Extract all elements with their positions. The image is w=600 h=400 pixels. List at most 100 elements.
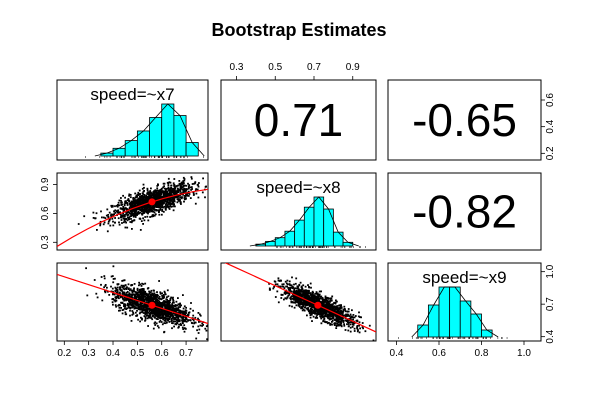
scatter-point xyxy=(120,216,122,218)
scatter-point xyxy=(276,290,279,293)
scatter-point xyxy=(171,297,174,300)
scatter-point xyxy=(324,296,327,299)
scatter-point xyxy=(112,298,115,300)
scatter-point xyxy=(157,209,160,212)
scatter-point xyxy=(153,292,156,295)
scatter-point xyxy=(314,295,317,297)
scatter-point xyxy=(153,203,156,206)
scatter-point xyxy=(126,290,129,293)
scatter-point xyxy=(157,326,160,329)
scatter-point xyxy=(167,186,170,189)
scatter-point xyxy=(166,198,169,201)
scatter-point xyxy=(339,307,342,310)
scatter-point xyxy=(292,290,294,293)
scatter-point xyxy=(110,204,113,207)
scatter-point xyxy=(114,286,117,289)
scatter-point xyxy=(123,204,126,207)
scatter-point xyxy=(156,315,159,318)
scatter-point xyxy=(113,299,116,302)
scatter-point xyxy=(353,327,356,330)
scatter-point xyxy=(143,194,146,196)
scatter-point xyxy=(171,198,174,200)
scatter-point xyxy=(182,176,185,179)
scatter-point xyxy=(122,284,125,287)
scatter-point xyxy=(153,211,156,214)
scatter-point xyxy=(324,310,327,313)
scatter-point xyxy=(303,290,306,293)
scatter-point xyxy=(342,321,345,324)
scatter-point xyxy=(310,286,312,289)
scatter-point xyxy=(342,319,345,322)
tick-label: 0.4 xyxy=(545,329,556,343)
scatter-point xyxy=(123,285,125,288)
scatter-point xyxy=(116,289,119,292)
scatter-point xyxy=(114,299,117,302)
scatter-point xyxy=(177,189,180,191)
scatter-point xyxy=(157,203,159,206)
scatter-point xyxy=(169,312,172,314)
scatter-point xyxy=(103,275,106,277)
scatter-point xyxy=(129,210,132,213)
scatter-points xyxy=(85,265,208,341)
scatter-point xyxy=(306,314,308,317)
scatter-point xyxy=(184,190,187,193)
scatter-point xyxy=(131,302,134,305)
scatter-point xyxy=(156,314,158,317)
scatter-point xyxy=(111,298,114,301)
scatter-point xyxy=(285,282,288,285)
panel-r3-c1 xyxy=(56,262,209,342)
scatter-point xyxy=(126,304,129,307)
scatter-point xyxy=(158,295,161,298)
scatter-point xyxy=(356,327,358,329)
scatter-point xyxy=(107,222,110,225)
scatter-point xyxy=(189,186,192,189)
tick-label: 0.9 xyxy=(346,62,360,73)
scatter-point xyxy=(148,296,151,298)
scatter-point xyxy=(125,291,128,294)
scatter-point xyxy=(283,291,286,294)
scatter-point xyxy=(150,196,153,199)
scatter-point xyxy=(336,300,338,303)
scatter-point xyxy=(169,198,172,201)
scatter-point xyxy=(305,302,308,304)
scatter-point xyxy=(147,325,149,327)
scatter-point xyxy=(132,197,135,200)
scatter-point xyxy=(298,290,301,293)
scatter-point xyxy=(139,320,141,323)
scatter-point xyxy=(183,188,186,190)
scatter-point xyxy=(126,204,129,206)
scatter-point xyxy=(169,316,171,318)
scatter-point xyxy=(172,299,175,302)
scatter-point xyxy=(146,287,149,290)
scatter-point xyxy=(110,213,113,216)
scatter-point xyxy=(136,193,139,196)
scatter-point xyxy=(297,286,300,288)
scatter-point xyxy=(154,321,157,324)
scatter-point xyxy=(176,196,179,199)
scatter-point xyxy=(110,206,113,208)
scatter-point xyxy=(158,202,161,205)
scatter-point xyxy=(104,284,107,286)
scatter-point xyxy=(103,286,105,289)
scatter-point xyxy=(184,311,186,314)
scatter-point xyxy=(293,283,295,286)
scatter-point xyxy=(338,304,340,307)
scatter-point xyxy=(187,319,189,322)
scatter-point xyxy=(340,320,343,322)
scatter-point xyxy=(320,317,323,320)
scatter-point xyxy=(349,321,352,323)
scatter-point xyxy=(304,291,307,294)
scatter-point xyxy=(158,307,161,310)
scatter-point xyxy=(125,218,127,220)
scatter-point xyxy=(148,193,151,196)
scatter-point xyxy=(347,329,350,332)
scatter-point xyxy=(199,313,201,316)
scatter-point xyxy=(157,299,159,302)
scatter-points xyxy=(77,176,207,233)
scatter-point xyxy=(183,178,186,180)
scatter-point xyxy=(294,282,297,285)
scatter-point xyxy=(114,277,116,280)
scatter-point xyxy=(180,192,183,194)
scatter-point xyxy=(123,214,125,217)
scatter-point xyxy=(163,319,166,322)
